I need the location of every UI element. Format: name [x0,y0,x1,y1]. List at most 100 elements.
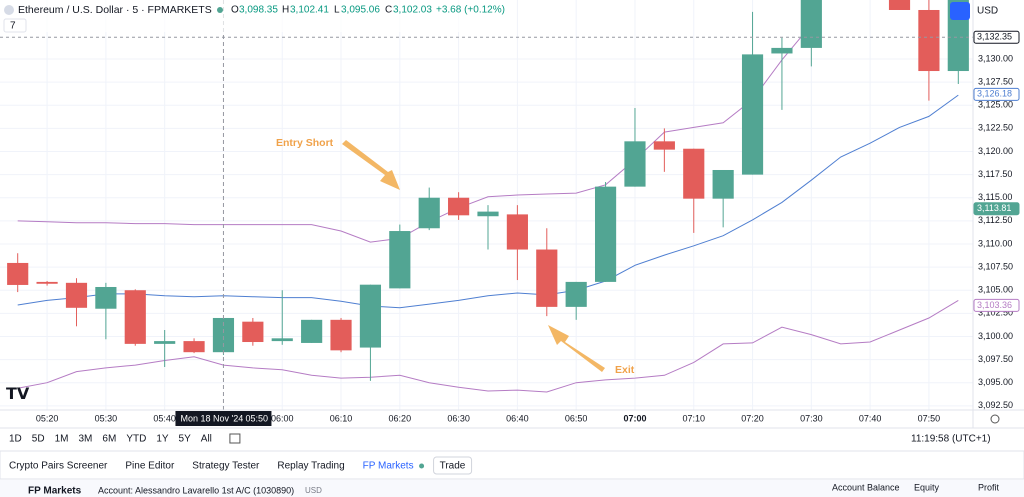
x-tick-label: 07:50 [918,413,941,423]
candle-body [712,169,734,199]
y-tick-label: 3,097.50 [978,354,1013,364]
y-tick-label: 3,107.50 [978,261,1013,271]
candle-body [301,319,323,343]
ohlc-value: 3,095.06 [341,5,380,16]
broker[interactable]: FP Markets [28,486,82,497]
status-dot [419,463,425,469]
indicator-line [17,299,959,393]
x-tick-label: 06:10 [330,413,353,423]
y-tick-label: 3,125.00 [978,100,1013,110]
indicators-toggle[interactable] [3,18,27,33]
symbol[interactable]: Ethereum / U.S. Dollar · 5 · FPMARKETS [18,4,212,16]
annotation-arrow [548,325,605,372]
candle-body [536,249,558,307]
range-button[interactable]: 6M [102,434,116,445]
ohlc-label: C [385,5,392,16]
range-button[interactable]: All [201,434,212,445]
candle-body [800,0,822,48]
range-button[interactable]: 3M [79,434,93,445]
y-tick-label: 3,112.50 [978,215,1012,225]
range-button[interactable]: 1D [9,434,22,445]
ohlc-value: 3,102.03 [393,5,432,16]
range-button[interactable]: 5Y [179,434,192,445]
x-tick-label: 06:40 [506,413,529,423]
symbol-icon [4,5,14,15]
account[interactable]: Account: Alessandro Lavarello 1st A/C (1… [98,485,294,495]
range-button[interactable]: 5D [32,434,45,445]
candle-body [154,341,176,344]
ohlc-label: H [282,5,289,16]
indicator-line [17,94,959,309]
tab[interactable]: Crypto Pairs Screener [9,461,108,472]
calendar-icon[interactable] [229,433,241,444]
candle-body [477,211,499,217]
candle-body [594,186,617,282]
price-tag [973,298,1020,312]
candle-body [506,214,528,250]
indicator-line [17,24,812,243]
candle-body [448,197,470,216]
y-tick-label: 3,130.00 [978,53,1013,63]
y-tick-label: 3,122.50 [978,123,1013,133]
x-tick-label: 05:30 [95,413,118,423]
candle-body [65,282,88,308]
x-tick-label: 07:10 [682,413,705,423]
y-tick-label: 3,120.00 [978,146,1013,156]
tab[interactable]: Replay Trading [277,461,344,472]
range-button[interactable]: 1M [55,434,69,445]
x-tick-label: 07:30 [800,413,823,423]
candle-body [418,197,440,229]
y-tick-label: 3,115.00 [978,192,1012,202]
x-tick-label: 06:30 [447,413,470,423]
y-tick-label: 3,102.50 [978,308,1013,318]
range-button[interactable]: 1Y [156,434,169,445]
tab[interactable]: Strategy Tester [192,461,260,472]
account-currency: USD [305,486,322,495]
ohlc-label: L [334,5,340,16]
y-tick-label: 3,095.00 [978,377,1013,387]
tab[interactable]: FP Markets [363,461,414,472]
currency[interactable]: USD [977,6,998,17]
price-tag [973,87,1020,101]
candle-body [888,0,911,10]
crosshair-date: Mon 18 Nov '24 [180,413,243,423]
tab[interactable]: Pine Editor [125,461,175,472]
candle-body [36,281,58,284]
tab[interactable]: Trade [440,461,466,472]
x-tick-label: 05:20 [36,413,59,423]
candle-body [741,54,764,175]
candle-body [330,319,352,351]
x-tick-label: 06:00 [271,413,294,423]
legend-backdrop [0,0,480,32]
candle-body [359,284,382,348]
range-bar: 1D 5D 1M 3M 6M YTD 1Y 5Y All [9,433,241,445]
candle-body [918,9,940,72]
annotation: Exit [615,364,635,376]
candle-body [565,281,587,307]
tab-bar [0,450,1024,480]
y-tick-label: 3,117.50 [978,169,1012,179]
candle-body [771,47,793,54]
tabs: Crypto Pairs Screener Pine Editor Strategy… [9,456,473,475]
crosshair-label [175,411,272,426]
sync-button[interactable] [950,2,970,20]
price-tag-label: 3,113.81 [977,203,1011,213]
crosshair-time: 05:50 [245,413,268,423]
x-tick-label: 07:00 [623,413,646,423]
ohlc-change: +3.68 (+0.12%) [436,5,505,16]
y-tick-label: 3,110.00 [978,238,1012,248]
price-tag [973,202,1020,216]
settings-icon[interactable] [990,414,1000,424]
range-button[interactable]: YTD [126,434,146,445]
candle-body [95,286,117,309]
trade-button[interactable] [433,456,473,475]
indicator-count[interactable]: 7 [10,21,16,32]
ohlc-value: 3,102.41 [290,5,329,16]
candle-body [7,262,29,285]
axes: 3,092.50 3,095.00 3,097.50 3,100.00 3,102.50… [36,30,1020,426]
ohlc-value: 3,098.35 [239,5,278,16]
clock: 11:19:58 (UTC+1) [911,434,991,445]
footer [0,480,1024,497]
candle-body [212,317,235,353]
